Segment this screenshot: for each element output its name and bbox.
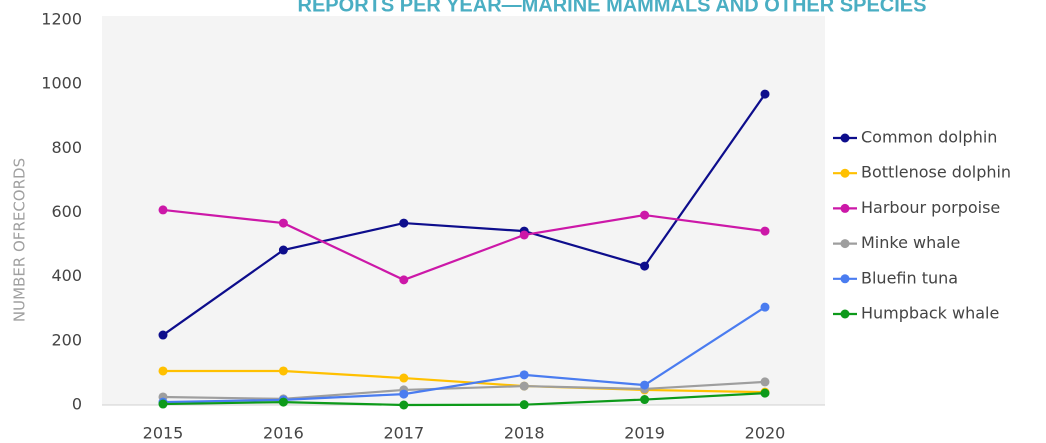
series-line bbox=[162, 306, 766, 404]
data-point bbox=[399, 389, 409, 399]
data-point bbox=[158, 399, 168, 409]
data-point bbox=[158, 330, 168, 340]
legend-label: Common dolphin bbox=[861, 128, 997, 147]
data-point bbox=[640, 380, 650, 390]
data-point bbox=[640, 261, 650, 271]
legend-label: Bluefin tuna bbox=[861, 268, 958, 287]
legend-label: Minke whale bbox=[861, 233, 960, 252]
y-tick-label: 600 bbox=[51, 202, 82, 221]
data-point bbox=[640, 395, 650, 405]
legend-marker bbox=[840, 309, 850, 319]
data-point bbox=[399, 275, 409, 285]
x-tick-label: 2020 bbox=[745, 424, 786, 443]
series-line bbox=[163, 369, 766, 394]
data-point bbox=[760, 388, 770, 398]
data-point bbox=[760, 89, 770, 99]
y-tick-label: 400 bbox=[51, 266, 82, 285]
x-tick-label: 2018 bbox=[504, 424, 545, 443]
data-point bbox=[278, 397, 288, 407]
data-point bbox=[640, 210, 650, 220]
data-point bbox=[278, 245, 288, 255]
chart-title: REPORTS PER YEAR—MARINE MAMMALS AND OTHE… bbox=[298, 0, 927, 16]
series-line bbox=[162, 208, 766, 282]
data-point bbox=[760, 302, 770, 312]
y-tick-label: 0 bbox=[72, 395, 82, 414]
y-tick-label: 800 bbox=[51, 138, 82, 157]
data-point bbox=[158, 205, 168, 215]
legend-marker bbox=[840, 203, 850, 213]
legend-marker bbox=[840, 239, 850, 249]
plot-area bbox=[102, 16, 825, 405]
series-line bbox=[162, 93, 766, 336]
data-point bbox=[278, 218, 288, 228]
data-point bbox=[519, 370, 529, 380]
data-point bbox=[278, 366, 288, 376]
data-point bbox=[519, 400, 529, 410]
legend-marker bbox=[840, 274, 850, 284]
x-tick-label: 2016 bbox=[263, 424, 304, 443]
data-point bbox=[519, 381, 529, 391]
series-line bbox=[162, 380, 766, 401]
x-tick-label: 2015 bbox=[143, 424, 184, 443]
legend-marker bbox=[840, 133, 850, 143]
x-tick-label: 2017 bbox=[383, 424, 424, 443]
y-tick-label: 1000 bbox=[41, 74, 82, 93]
data-point bbox=[519, 230, 529, 240]
legend-label: Bottlenose dolphin bbox=[861, 163, 1011, 182]
y-axis-label: NUMBER OFRECORDS bbox=[11, 158, 29, 322]
data-point bbox=[760, 226, 770, 236]
data-point bbox=[760, 377, 770, 387]
legend-label: Humpback whale bbox=[861, 304, 999, 323]
legend-label: Harbour porpoise bbox=[861, 198, 1000, 217]
y-tick-label: 200 bbox=[51, 330, 82, 349]
x-tick-label: 2019 bbox=[624, 424, 665, 443]
data-point bbox=[399, 373, 409, 383]
series-line bbox=[162, 392, 766, 407]
data-point bbox=[158, 366, 168, 376]
legend-marker bbox=[840, 168, 850, 178]
data-point bbox=[399, 400, 409, 410]
y-tick-label: 1200 bbox=[41, 10, 82, 29]
data-point bbox=[399, 218, 409, 228]
